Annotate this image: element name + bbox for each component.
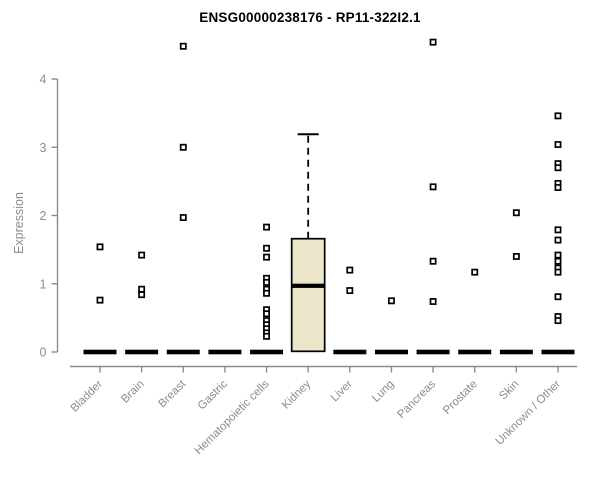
median-line: [291, 283, 325, 288]
outlier-point: [138, 285, 146, 293]
outlier-point: [179, 42, 187, 50]
outlier-point: [429, 298, 437, 305]
x-axis-label: Breast: [156, 378, 189, 411]
outlier-point: [263, 310, 270, 318]
outlier-point: [96, 296, 104, 304]
y-axis-tick-label: 0: [40, 346, 47, 360]
outlier-point: [388, 297, 395, 305]
collapsed-box-median: [333, 349, 367, 355]
collapsed-box-median: [83, 349, 117, 355]
outlier-point: [554, 112, 562, 120]
collapsed-box-median: [416, 349, 450, 355]
outlier-point: [512, 209, 520, 217]
collapsed-box-median: [374, 349, 408, 355]
outlier-point: [554, 268, 562, 276]
x-axis-label: Prostate: [441, 378, 480, 417]
outlier-point: [512, 253, 520, 260]
collapsed-box-median: [250, 349, 284, 355]
chart-title: ENSG00000238176 - RP11-322I2.1: [199, 10, 421, 25]
outlier-point: [429, 183, 437, 191]
collapsed-box-median: [541, 349, 575, 355]
outlier-point: [346, 266, 354, 274]
collapsed-box-median: [166, 349, 200, 355]
outlier-point: [96, 243, 104, 251]
outlier-point: [554, 317, 562, 325]
x-axis-label: Liver: [329, 378, 355, 404]
collapsed-box-median: [499, 349, 533, 355]
y-axis-tick-label: 4: [40, 73, 47, 87]
outlier-point: [346, 287, 354, 295]
collapsed-box-median: [458, 349, 492, 355]
outlier-point: [263, 223, 270, 231]
outlier-point: [263, 253, 270, 261]
outlier-point: [138, 291, 146, 299]
outlier-point: [263, 289, 270, 297]
y-axis-tick-label: 3: [40, 141, 47, 155]
x-axis-label: Hematopoietic cells: [193, 378, 272, 457]
outlier-point: [554, 236, 562, 244]
outlier-point: [138, 251, 146, 259]
y-axis-tick-label: 2: [40, 209, 47, 223]
x-axis-label: Gastric: [196, 378, 230, 412]
outlier-point: [554, 164, 562, 172]
outlier-point: [554, 184, 562, 191]
outlier-point: [179, 143, 187, 151]
x-axis-label: Brain: [119, 378, 146, 405]
outlier-point: [471, 268, 479, 276]
x-axis-label: Pancreas: [395, 378, 438, 421]
box: [290, 237, 326, 353]
outlier-point: [554, 141, 562, 148]
outlier-point: [554, 226, 562, 234]
outlier-point: [263, 244, 270, 252]
outlier-point: [179, 214, 187, 221]
outlier-point: [429, 257, 437, 265]
outlier-point: [429, 38, 437, 46]
outlier-point: [263, 332, 270, 340]
x-axis-label: Bladder: [69, 378, 106, 415]
collapsed-box-median: [208, 349, 242, 355]
outlier-point: [554, 257, 562, 265]
x-axis-label: Lung: [370, 378, 397, 405]
y-axis-title: Expression: [12, 192, 26, 254]
x-axis-label: Skin: [497, 378, 521, 402]
outlier-point: [554, 251, 562, 259]
x-axis-label: Kidney: [280, 378, 314, 412]
y-axis-tick-label: 1: [40, 277, 47, 291]
outlier-point: [263, 278, 270, 286]
collapsed-box-median: [125, 349, 159, 355]
outlier-point: [554, 293, 562, 301]
